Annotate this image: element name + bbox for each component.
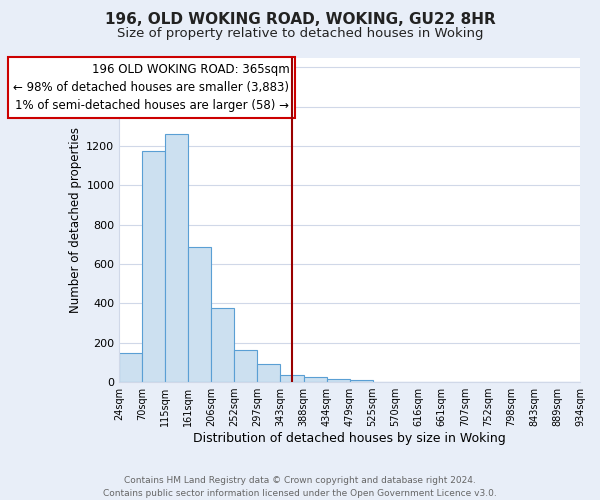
- Bar: [211, 308, 235, 382]
- Bar: [142, 151, 165, 382]
- X-axis label: Distribution of detached houses by size in Woking: Distribution of detached houses by size …: [193, 432, 506, 445]
- Bar: [280, 375, 304, 382]
- Text: Contains HM Land Registry data © Crown copyright and database right 2024.
Contai: Contains HM Land Registry data © Crown c…: [103, 476, 497, 498]
- Text: 196 OLD WOKING ROAD: 365sqm
← 98% of detached houses are smaller (3,883)
1% of s: 196 OLD WOKING ROAD: 365sqm ← 98% of det…: [13, 64, 289, 112]
- Bar: [188, 248, 211, 382]
- Bar: [119, 352, 142, 382]
- Bar: [257, 364, 280, 382]
- Bar: [326, 378, 350, 382]
- Bar: [304, 377, 326, 382]
- Text: 196, OLD WOKING ROAD, WOKING, GU22 8HR: 196, OLD WOKING ROAD, WOKING, GU22 8HR: [104, 12, 496, 28]
- Bar: [235, 350, 257, 382]
- Y-axis label: Number of detached properties: Number of detached properties: [69, 127, 82, 313]
- Bar: [165, 134, 188, 382]
- Text: Size of property relative to detached houses in Woking: Size of property relative to detached ho…: [117, 28, 483, 40]
- Bar: [350, 380, 373, 382]
